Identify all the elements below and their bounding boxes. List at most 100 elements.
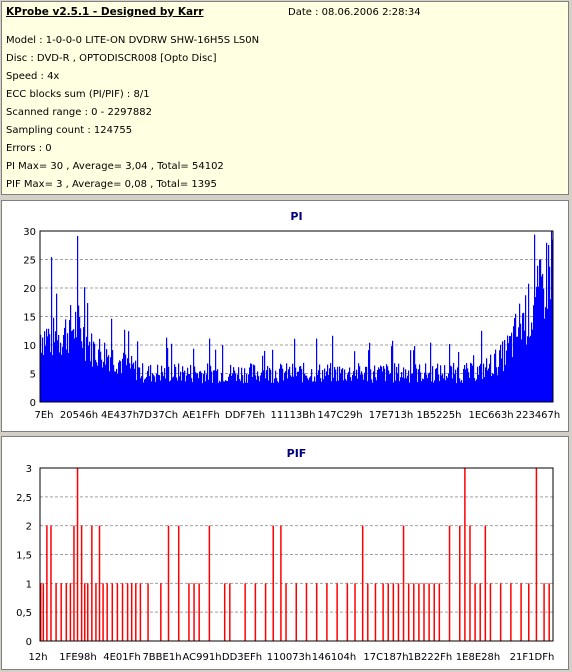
- pi-bar: [208, 379, 210, 402]
- pi-bar: [107, 357, 109, 402]
- pi-bar: [100, 351, 102, 402]
- pif-spike: [126, 583, 129, 641]
- pi-bar: [275, 370, 277, 402]
- pi-bar: [549, 266, 551, 402]
- pi-bar: [487, 370, 489, 402]
- pif-chart-panel: PIF 0 0,5 1 1,5 2 2,5 3 12h 1FE98h 4E01Fh 7BBE1h AC9…: [1, 436, 569, 670]
- pi-bar: [330, 363, 332, 402]
- pi-bar: [163, 376, 165, 402]
- pi-bar: [102, 367, 104, 402]
- pif-spike: [387, 583, 389, 641]
- info-model: Model : 1-0-0-0 LITE-ON DVDRW SHW-16H5S …: [6, 35, 260, 46]
- pi-bar: [298, 371, 300, 402]
- pi-bar: [409, 382, 411, 402]
- pi-bar: [112, 350, 114, 402]
- pif-spike: [428, 583, 430, 641]
- pi-bar: [55, 331, 57, 402]
- pi-bar: [225, 380, 227, 402]
- pi-bar: [129, 363, 131, 402]
- pi-bar: [460, 381, 462, 402]
- pi-bar: [398, 363, 400, 402]
- pi-bar: [281, 365, 283, 402]
- pi-bar: [541, 276, 543, 402]
- pif-spike: [484, 525, 487, 641]
- pi-bar: [280, 363, 282, 402]
- pi-bar: [454, 373, 456, 402]
- pi-bar: [400, 377, 402, 402]
- pi-bar: [518, 327, 520, 402]
- pi-bar: [124, 329, 126, 402]
- pif-spike: [285, 583, 287, 641]
- pif-spike: [438, 583, 441, 641]
- x-tick-label: 11113Bh: [270, 410, 315, 421]
- pi-bar: [433, 382, 435, 402]
- pi-bar: [519, 303, 521, 402]
- pi-bar: [363, 379, 365, 402]
- y-tick-label: 20: [23, 284, 36, 295]
- pi-bar: [371, 379, 373, 402]
- pif-spike: [510, 583, 512, 641]
- pi-bar: [510, 336, 512, 402]
- pi-bar: [351, 380, 353, 402]
- pi-bar: [242, 375, 244, 402]
- pi-bar: [151, 381, 153, 402]
- pi-bar: [183, 372, 185, 402]
- pi-bar: [170, 380, 172, 402]
- pi-bar: [542, 273, 544, 402]
- pi-bar: [504, 339, 506, 402]
- pi-bar: [177, 380, 179, 402]
- pi-bar: [401, 372, 403, 402]
- pi-bar: [534, 234, 536, 402]
- pi-bar: [184, 370, 186, 402]
- pi-bar: [325, 375, 327, 402]
- pi-bar: [353, 371, 355, 402]
- info-pif-stats: PIF Max= 3 , Average= 0,08 , Total= 1395: [6, 179, 217, 190]
- pi-bar: [412, 373, 414, 402]
- chart-title: PI: [290, 210, 302, 223]
- pi-bar: [357, 378, 359, 402]
- pi-bar: [522, 313, 524, 402]
- pi-bar: [152, 373, 154, 402]
- pi-bar: [122, 358, 124, 402]
- x-tick-label: 20546h: [60, 410, 98, 421]
- pi-bar: [445, 380, 447, 402]
- pi-bar: [468, 372, 470, 402]
- pif-spike: [479, 583, 481, 641]
- pi-bar: [537, 265, 539, 402]
- pi-bar: [506, 350, 508, 402]
- y-tick-label: 5: [30, 370, 36, 381]
- pi-bar: [360, 374, 362, 402]
- pi-bar: [374, 365, 376, 402]
- pi-bar: [125, 354, 127, 402]
- pif-spike: [520, 583, 522, 641]
- pi-bar: [349, 367, 351, 402]
- pi-bar: [110, 357, 112, 402]
- pi-bar: [499, 350, 501, 402]
- pif-spike: [50, 525, 52, 641]
- x-tick-label: 7D37Ch: [138, 410, 178, 421]
- pi-bar: [218, 382, 220, 402]
- pi-bar: [365, 366, 367, 402]
- pi-bar: [156, 373, 158, 402]
- pi-bar: [178, 363, 180, 402]
- pi-bar: [66, 349, 68, 402]
- pi-bar: [444, 365, 446, 402]
- pi-bar: [92, 366, 94, 402]
- pif-spike: [361, 525, 364, 641]
- pi-bar: [282, 368, 284, 402]
- pi-bar: [512, 357, 514, 402]
- pi-bar: [544, 318, 546, 402]
- pi-bar: [531, 322, 533, 402]
- pi-bar: [451, 366, 453, 402]
- pif-spike: [55, 583, 57, 641]
- pi-bar: [432, 366, 434, 402]
- pi-bar: [350, 377, 352, 402]
- pi-bar: [477, 366, 479, 402]
- pi-bar: [314, 376, 316, 402]
- pi-bar: [176, 377, 178, 402]
- pi-bar: [417, 381, 419, 402]
- pif-spike: [177, 525, 180, 641]
- x-tick-label: AC991h: [182, 652, 221, 663]
- pif-spike: [280, 525, 282, 641]
- pi-bar: [111, 318, 113, 402]
